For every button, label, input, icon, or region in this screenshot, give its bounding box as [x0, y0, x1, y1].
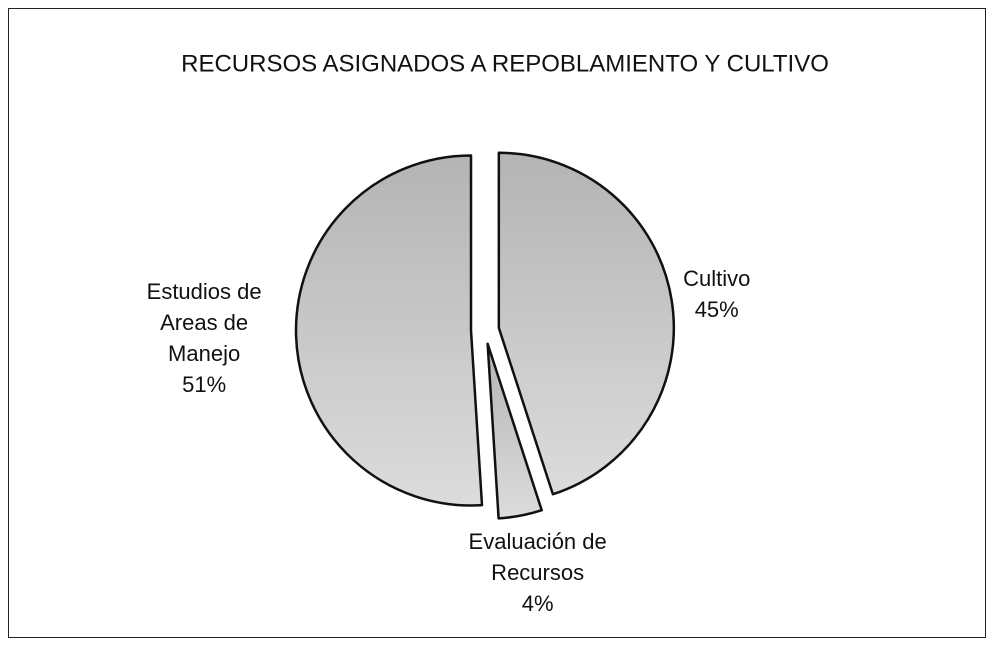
category-label: Cultivo [683, 265, 751, 291]
slice-label: Cultivo 45% [683, 263, 750, 325]
chart-frame [8, 8, 986, 638]
value-label: 51% [182, 372, 227, 398]
category-label: Estudios de Areas de Manejo [146, 279, 262, 367]
slice-label: Estudios de Areas de Manejo 51% [124, 276, 284, 400]
chart-title: RECURSOS ASIGNADOS A REPOBLAMIENTO Y CUL… [181, 50, 829, 77]
pie-slice [486, 342, 543, 520]
pie-slice [294, 154, 484, 507]
slice-label: Evaluación de Recursos 4% [458, 527, 618, 620]
value-label: 45% [694, 296, 739, 322]
pie-slice [497, 151, 676, 496]
category-label: Evaluación de Recursos [468, 529, 607, 586]
value-label: 4% [521, 591, 554, 617]
